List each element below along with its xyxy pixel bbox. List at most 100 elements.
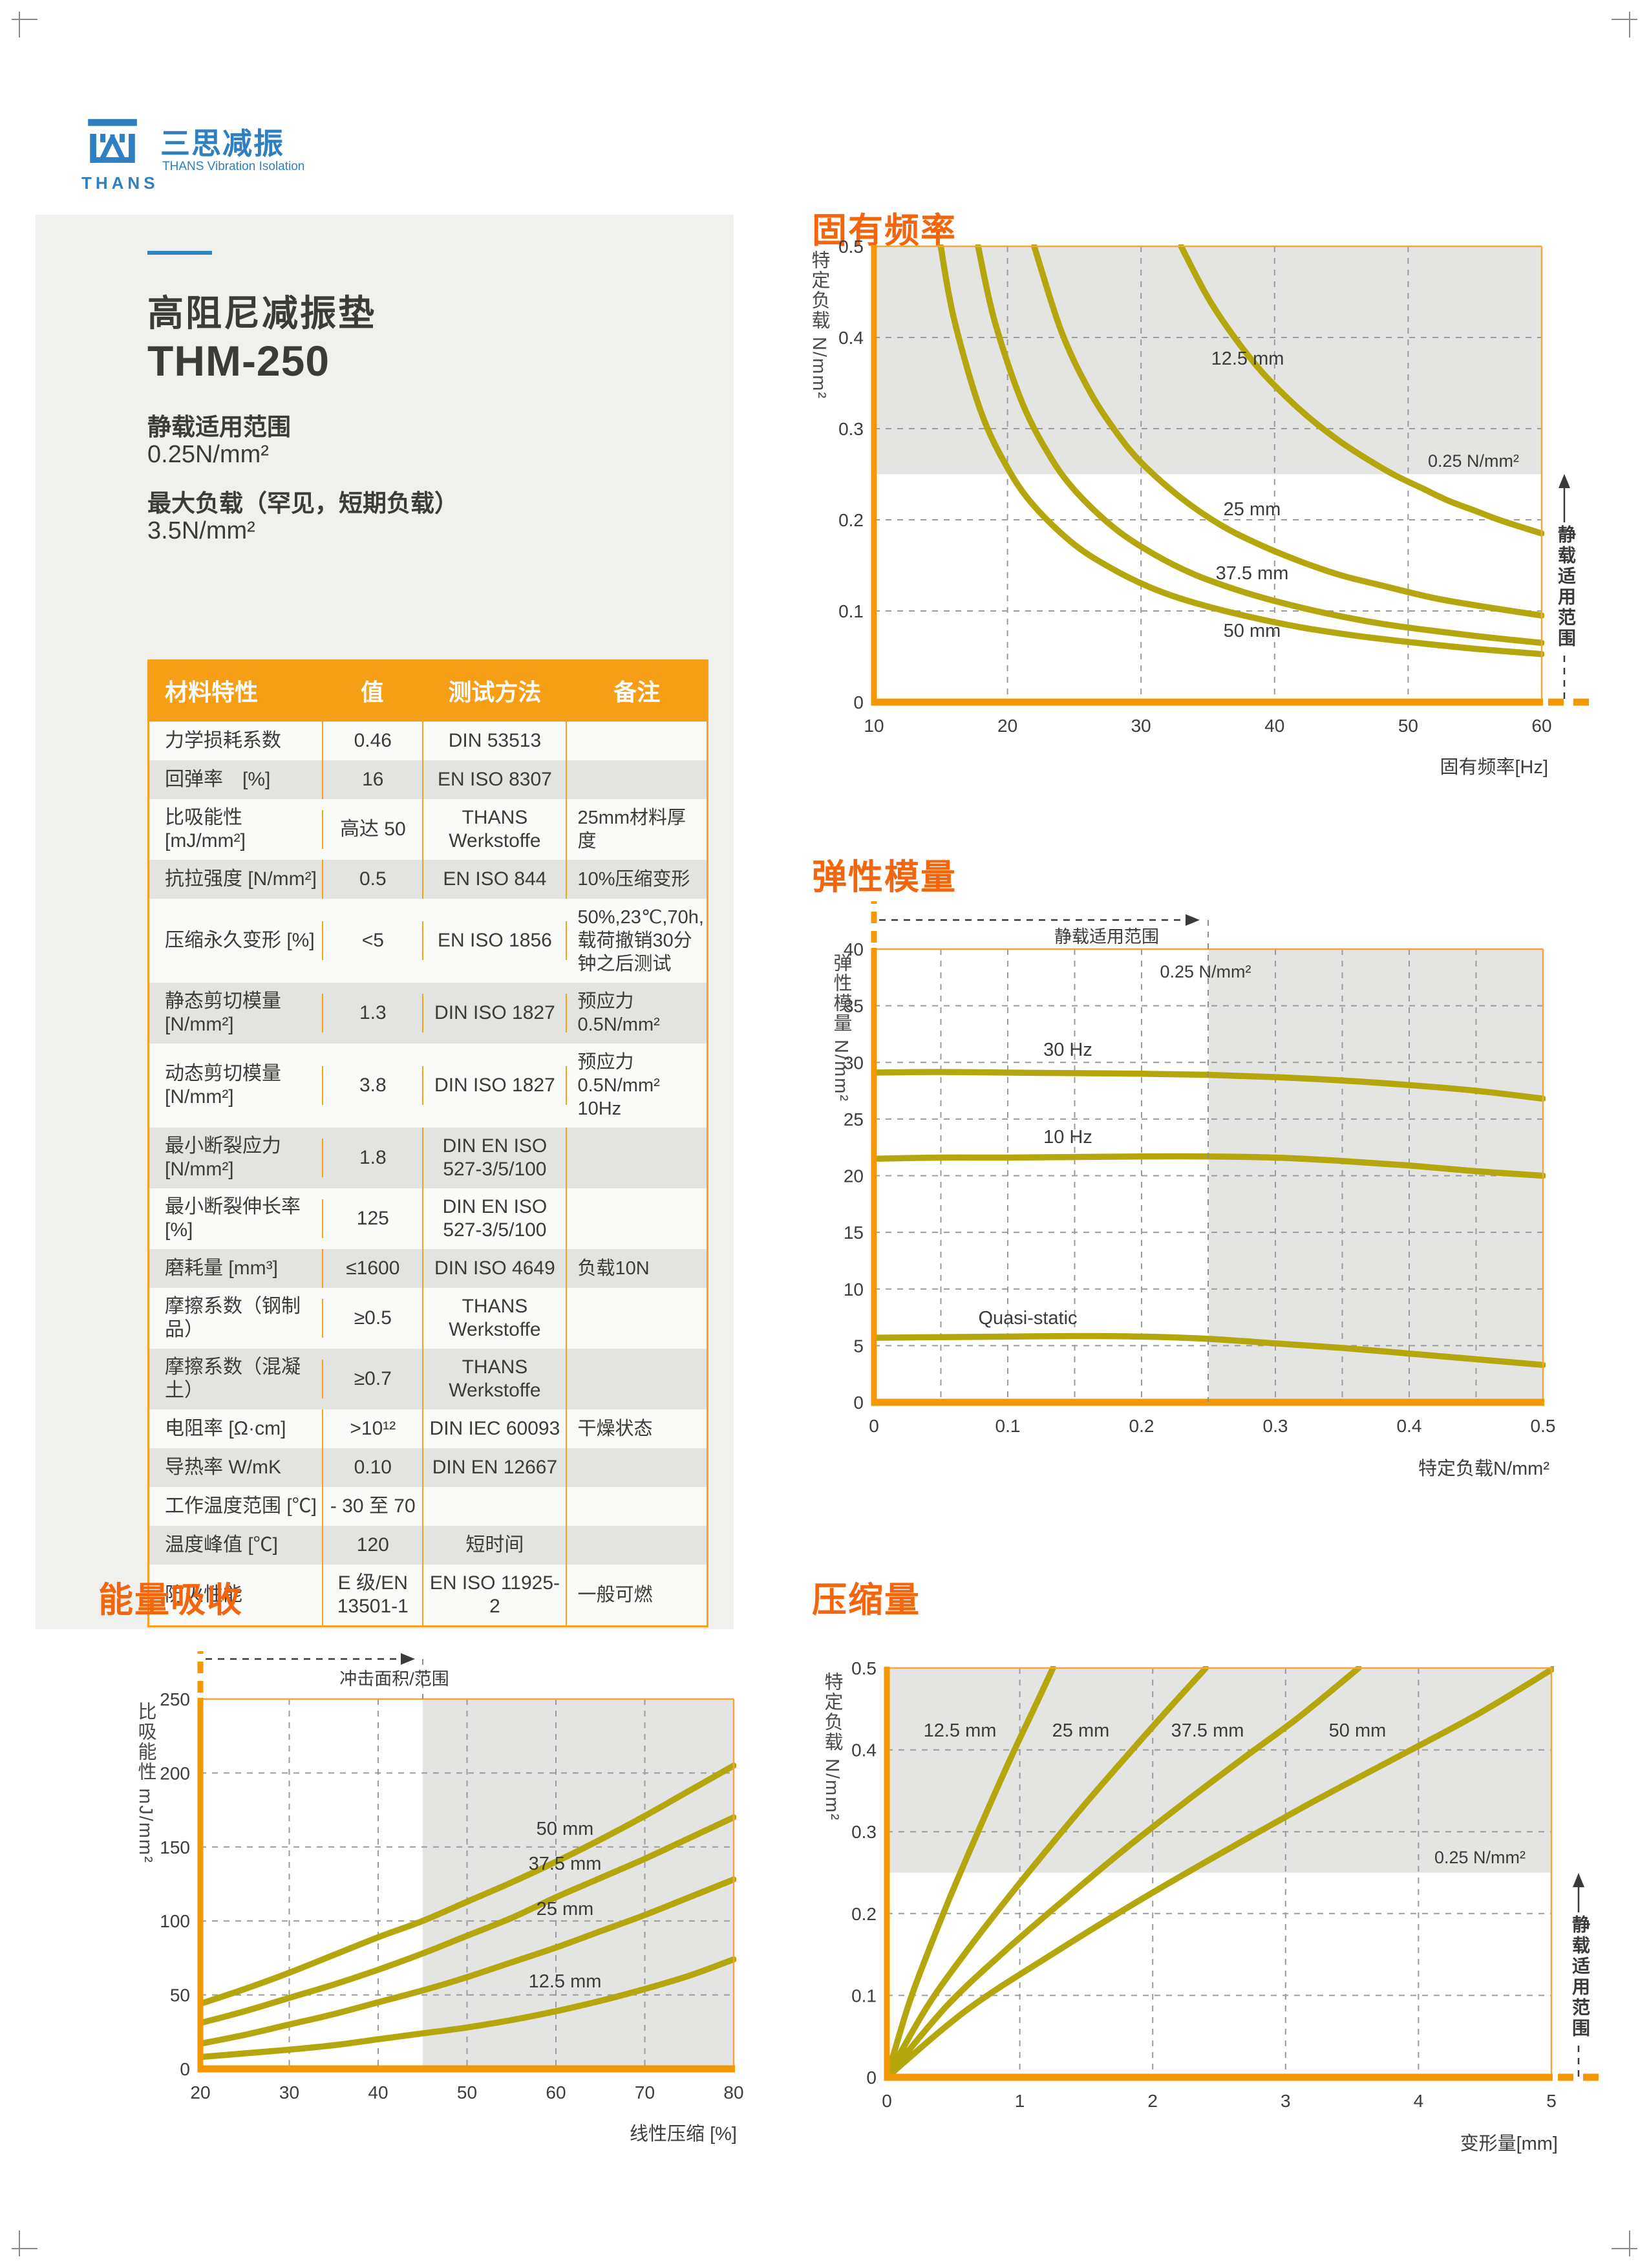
table-cell: DIN EN 12667: [422, 1448, 568, 1487]
x-tick-label: 30: [279, 2082, 299, 2102]
table-cell: [567, 1487, 707, 1526]
y-tick-label: 20: [844, 1166, 864, 1186]
y-tick-label: 0: [853, 692, 864, 712]
table-cell: 50%,23℃,70h,载荷撤销30分钟之后测试: [577, 907, 704, 974]
table-header-property: 材料特性: [165, 679, 259, 705]
y-tick-label: 200: [160, 1763, 190, 1783]
y-tick-label: 30: [844, 1053, 864, 1073]
series-label-12-5-mm: 12.5 mm: [924, 1720, 997, 1741]
y-tick-label: 0.2: [851, 1904, 877, 1924]
crop-mark: [1612, 2248, 1637, 2249]
x-tick-label: 60: [1531, 716, 1551, 736]
curve-12-5-mm: [1178, 244, 1544, 537]
table-cell: 动态剪切模量 [N/mm²]: [165, 1063, 281, 1107]
y-axis-label: 特定负载 N/mm²: [809, 250, 829, 400]
table-row: 动态剪切模量 [N/mm²] 3.8 DIN ISO 1827 预应力0.5N/mm²…: [149, 1043, 707, 1128]
y-tick-label: 0.3: [838, 419, 864, 439]
x-axis-label: 固有频率[Hz]: [1440, 756, 1548, 778]
y-tick-label: 0.4: [851, 1740, 877, 1760]
table-cell: DIN ISO 4649: [422, 1249, 568, 1288]
brand-name-cn: 三思减振: [160, 127, 284, 160]
crop-mark: [19, 2231, 20, 2256]
y-axis-label: 比吸能性 mJ/mm²: [135, 1702, 156, 1864]
crop-mark: [12, 19, 37, 20]
table-row: 磨耗量 [mm³] ≤1600 DIN ISO 4649 负载10N: [149, 1249, 707, 1288]
x-tick-label: 60: [546, 2082, 566, 2102]
table-cell: 压缩永久变形 [%]: [165, 930, 315, 951]
arrow-up-icon: [1573, 1873, 1584, 1887]
x-axis-label: 变形量[mm]: [1460, 2133, 1558, 2154]
table-row: 防火性能 E 级/EN 13501-1 EN ISO 11925-2 一般可燃: [149, 1565, 707, 1625]
table-cell: DIN ISO 1827: [422, 1066, 568, 1105]
table-cell: EN ISO 11925-2: [422, 1565, 568, 1625]
table-cell: EN ISO 1856: [422, 921, 568, 960]
y-tick-label: 50: [170, 1985, 190, 2006]
x-tick-label: 2: [1147, 2091, 1158, 2111]
table-row: 抗拉强度 [N/mm²] 0.5 EN ISO 844 10%压缩变形: [149, 860, 707, 899]
table-row: 最小断裂伸长率 [%] 125 DIN EN ISO 527-3/5/100: [149, 1188, 707, 1249]
arrow-right-icon: [1186, 914, 1200, 926]
x-tick-label: 40: [1264, 716, 1284, 736]
range-annotation-label: 冲击面积/范围: [339, 1669, 449, 1689]
y-tick-label: 0.4: [838, 328, 864, 348]
series-label-50-mm: 50 mm: [537, 1819, 594, 1839]
x-tick-label: 0: [869, 1416, 879, 1436]
y-tick-label: 100: [160, 1911, 190, 1931]
curve-25-mm: [1031, 244, 1544, 619]
max-load-value: 3.5N/mm²: [147, 517, 255, 544]
table-cell: 120: [322, 1526, 422, 1565]
x-tick-label: 0: [882, 2091, 892, 2111]
chart-elastic-modulus: 0 0.1 0.2 0.3 0.4 0.5 0 5 10 15 20 25 30 35 40 特定负载N/mm…: [844, 901, 1555, 1479]
static-range-band: [874, 246, 1542, 475]
brand-name-en: THANS Vibration Isolation: [162, 160, 305, 173]
table-row: 回弹率 [%] 16 EN ISO 8307: [149, 760, 707, 799]
table-row: 最小断裂应力 [N/mm²] 1.8 DIN EN ISO 527-3/5/100: [149, 1128, 707, 1188]
table-cell: 1.3: [322, 994, 422, 1032]
table-cell: [567, 1199, 707, 1238]
curve-50-mm: [937, 244, 1544, 658]
curve-25-mm: [886, 1666, 1209, 2079]
x-tick-label: 50: [1398, 716, 1418, 736]
table-cell: - 30 至 70: [322, 1487, 422, 1526]
table-row: 工作温度范围 [℃] - 30 至 70: [149, 1487, 707, 1526]
series-label-50-mm: 50 mm: [1224, 621, 1281, 641]
static-range-annotation: 静载适用范围: [1570, 1915, 1590, 2039]
x-tick-label: 20: [997, 716, 1017, 736]
table-cell: 摩擦系数（混凝土）: [165, 1356, 301, 1401]
table-cell: 最小断裂应力 [N/mm²]: [165, 1135, 281, 1180]
table-cell: 0.10: [322, 1448, 422, 1487]
y-tick-label: 25: [844, 1109, 864, 1129]
table-row: 导热率 W/mK 0.10 DIN EN 12667: [149, 1448, 707, 1487]
table-cell: 干燥状态: [577, 1418, 653, 1439]
table-cell: THANS Werkstoffe: [422, 1288, 568, 1349]
section-title-energy-absorption: 能量吸收: [98, 1581, 243, 1620]
y-tick-label: 0.1: [838, 601, 864, 621]
table-cell: [567, 1526, 707, 1565]
section-title-elastic-modulus: 弹性模量: [812, 858, 957, 897]
x-tick-label: 80: [723, 2082, 743, 2102]
table-cell: DIN EN ISO 527-3/5/100: [422, 1128, 568, 1188]
curve-37-5-mm: [886, 1666, 1362, 2079]
series-label-25-mm: 25 mm: [1224, 499, 1281, 520]
table-row: 静态剪切模量 [N/mm²] 1.3 DIN ISO 1827 预应力0.5N/mm²: [149, 983, 707, 1043]
table-cell: 一般可燃: [577, 1585, 653, 1605]
arrow-right-icon: [401, 1653, 415, 1665]
table-cell: 防火性能: [165, 1584, 242, 1605]
table-cell: 10%压缩变形: [577, 869, 690, 890]
crop-mark: [19, 12, 20, 37]
series-label-Quasi-static: Quasi-static: [978, 1308, 1077, 1329]
logo-wordmark: THANS: [81, 173, 159, 193]
y-tick-label: 250: [160, 1689, 190, 1709]
table-cell: 导热率 W/mK: [165, 1457, 281, 1478]
y-tick-label: 0.2: [838, 510, 864, 530]
table-cell: [567, 1448, 707, 1487]
table-cell: 工作温度范围 [℃]: [165, 1495, 317, 1517]
table-row: 力学损耗系数 0.46 DIN 53513: [149, 722, 707, 760]
table-cell: DIN 53513: [422, 722, 568, 760]
crop-mark: [1629, 12, 1630, 37]
max-load-heading: 最大负载（罕见，短期负载）: [147, 490, 458, 517]
table-cell: DIN IEC 60093: [422, 1409, 568, 1448]
x-tick-label: 20: [190, 2082, 210, 2102]
y-tick-label: 0.1: [851, 1985, 877, 2006]
